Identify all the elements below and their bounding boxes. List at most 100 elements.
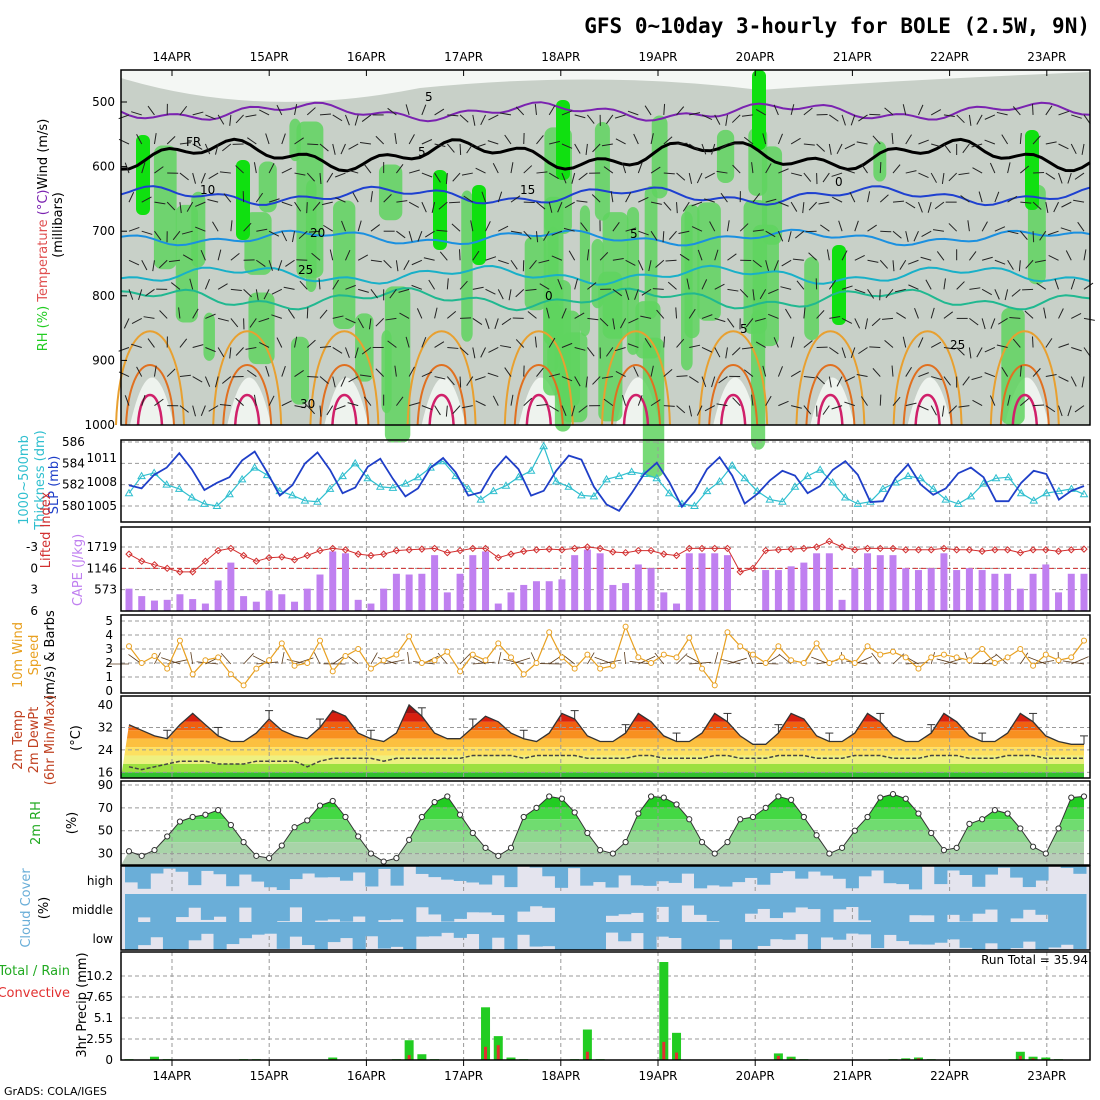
cloud-level-label: high	[87, 874, 113, 888]
cloud-cell	[1048, 922, 1062, 948]
wind-barb	[614, 114, 626, 119]
wind-barb	[449, 201, 461, 204]
wind-barb	[212, 221, 219, 232]
isotherm-25	[892, 330, 963, 426]
cloud-cell	[592, 866, 606, 883]
wind-barb	[181, 230, 193, 235]
cloud-cell	[238, 866, 252, 875]
wind-barb	[296, 259, 308, 261]
cloud-cell	[276, 922, 290, 949]
wind-barb	[725, 347, 728, 359]
wind-barb	[312, 201, 321, 211]
cape-bar	[889, 555, 897, 611]
wind-barb	[421, 104, 427, 116]
isotherm-label: 5	[630, 227, 638, 241]
wind-barb	[971, 376, 983, 381]
wind-speed-point	[839, 654, 846, 661]
wind-barb	[128, 289, 134, 300]
wind-barb	[170, 282, 181, 290]
wind-barb	[1058, 376, 1069, 382]
wind-barb	[714, 249, 719, 261]
cloud-cell	[327, 866, 341, 878]
wind-barb	[1058, 143, 1069, 150]
cloud-cell	[643, 922, 657, 950]
temp-tick: 24	[98, 743, 113, 757]
wind-barb	[306, 202, 308, 214]
wind-barb	[152, 260, 155, 272]
surface-barb	[377, 657, 397, 665]
surface-barb	[1020, 652, 1029, 665]
wind-barb	[189, 278, 194, 290]
rh-point	[291, 824, 298, 831]
cape-bar	[431, 555, 439, 611]
isotherm-25	[795, 330, 866, 426]
precip-tick: 5.1	[94, 1011, 113, 1025]
wind-barb	[504, 367, 512, 377]
wind-barb	[539, 283, 550, 290]
wind-barb	[445, 405, 448, 417]
wind-barb	[359, 374, 372, 378]
cloud-cell	[984, 894, 998, 910]
thickness-point	[690, 501, 699, 509]
cape-bar	[685, 553, 693, 611]
li-point	[1029, 546, 1037, 554]
rh-point	[138, 852, 145, 859]
li-point	[876, 544, 884, 553]
cloud-cell	[162, 922, 177, 950]
surface-barb	[281, 651, 285, 665]
cape-bar	[392, 573, 400, 611]
wind-tick: 1	[105, 670, 113, 684]
wind-barb	[803, 405, 812, 415]
wind-barb	[574, 114, 586, 119]
wind-barb	[394, 365, 397, 377]
li-point	[774, 546, 783, 554]
thickness-point	[526, 466, 536, 474]
credit-text: GrADS: COLA/IGES	[4, 1085, 107, 1098]
cloud-cell	[782, 922, 796, 940]
wind-barb	[1048, 254, 1059, 261]
wind-barb	[612, 222, 620, 232]
cloud-cell	[618, 866, 632, 876]
wind-barb	[1019, 132, 1022, 145]
panel-frames	[120, 69, 1091, 1066]
wind-barb	[255, 192, 264, 203]
wind-barb	[536, 135, 544, 145]
rh-point	[826, 850, 833, 857]
isotherm-25b	[708, 364, 759, 426]
cloud-cell	[833, 866, 847, 879]
isotherm-25b	[222, 364, 273, 426]
wind-barb	[363, 163, 372, 174]
wind-barb	[967, 220, 970, 232]
li-point	[163, 564, 171, 573]
wind-barb	[652, 288, 664, 290]
cloud-cell	[125, 922, 139, 950]
cloud-cell	[479, 894, 493, 913]
wind-barb	[820, 224, 830, 232]
wind-barb	[625, 192, 632, 203]
cape-bar	[469, 555, 477, 611]
cloud-cell	[1060, 866, 1074, 868]
wind-barb	[648, 260, 652, 272]
wind-barb	[860, 163, 868, 174]
cloud-cell	[137, 866, 151, 889]
date-label-bottom: 22APR	[930, 1069, 969, 1083]
wind-barb	[714, 317, 726, 323]
cape-bar	[1055, 592, 1063, 611]
cloud-cell	[833, 922, 847, 940]
wind-barb	[1081, 376, 1085, 388]
wind-barb	[869, 346, 881, 348]
wind-barb	[451, 223, 461, 232]
wind-barb	[927, 201, 932, 213]
cloud-cell	[820, 866, 834, 876]
wind-barb	[765, 395, 772, 406]
wind-barb	[405, 336, 410, 348]
wind-barb	[332, 347, 343, 354]
cloud-cell	[390, 922, 404, 947]
precip-conv-bar	[789, 1058, 793, 1060]
wind-barb	[867, 259, 879, 263]
surface-barb	[1062, 660, 1085, 665]
cloud-cell	[744, 866, 758, 878]
wind-barb	[546, 307, 550, 319]
li-point	[634, 546, 643, 555]
cloud-cell	[302, 866, 316, 874]
